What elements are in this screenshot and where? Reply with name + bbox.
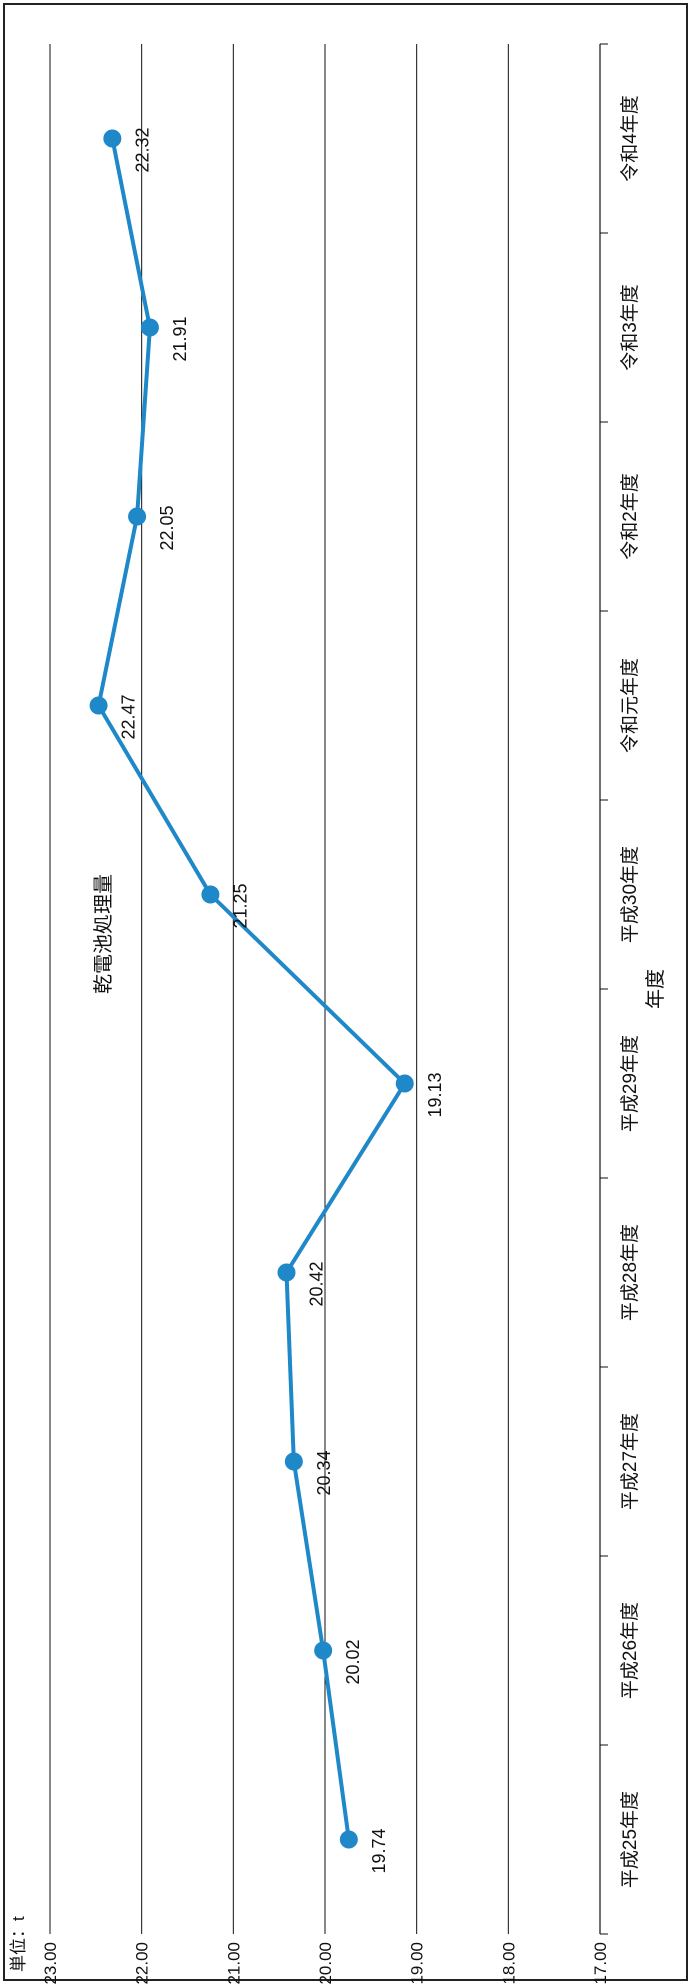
y-tick-label: 20.00 (316, 1942, 335, 1984)
y-tick-label: 23.00 (41, 1942, 60, 1984)
x-tick-label: 平成25年度 (619, 1791, 641, 1888)
data-label: 21.25 (230, 883, 250, 928)
axes: 17.00 18.00 19.00 20.00 21.00 22.00 23.00 平成25年… (41, 43, 641, 1984)
unit-label: 単位：t (9, 1916, 28, 1972)
data-point (89, 696, 108, 715)
data-point (339, 1830, 358, 1849)
data-label: 20.42 (307, 1261, 327, 1306)
series-line-group (89, 129, 414, 1849)
data-label: 22.47 (119, 694, 139, 739)
data-point (140, 318, 159, 337)
data-point (395, 1074, 414, 1093)
x-tick-label: 平成29年度 (619, 1035, 641, 1132)
x-tick-label: 令和4年度 (619, 95, 641, 182)
chart-frame (3, 3, 688, 1981)
data-label: 21.91 (170, 316, 190, 361)
data-label: 19.13 (425, 1072, 445, 1117)
series-line (96, 138, 407, 1840)
y-tick-label: 18.00 (499, 1942, 518, 1984)
data-label: 22.32 (132, 127, 152, 172)
gridlines (49, 44, 509, 1934)
x-tick-label: 平成26年度 (619, 1602, 641, 1699)
x-tick-label: 平成30年度 (619, 846, 641, 943)
x-tick-label: 令和3年度 (619, 284, 641, 371)
data-point (103, 129, 122, 148)
data-point (284, 1452, 303, 1471)
chart-title: 乾電池処理量 (92, 874, 115, 994)
y-tick-label: 17.00 (591, 1942, 610, 1984)
data-point (314, 1641, 333, 1660)
y-tick-label: 21.00 (224, 1942, 243, 1984)
y-tick-label: 19.00 (408, 1942, 427, 1984)
x-tick-label: 平成28年度 (619, 1224, 641, 1321)
data-label: 20.02 (343, 1639, 363, 1684)
data-labels: 19.74 20.02 20.34 20.42 19.13 21.25 22.47 22.05… (119, 127, 445, 1873)
data-label: 19.74 (369, 1828, 389, 1873)
data-point (128, 507, 147, 526)
rotated-chart-group: 17.00 18.00 19.00 20.00 21.00 22.00 23.00 平成25年… (9, 43, 667, 1984)
data-label: 20.34 (314, 1450, 334, 1495)
y-tick-label: 22.00 (133, 1942, 152, 1984)
data-label: 22.05 (157, 505, 177, 550)
x-tick-label: 令和元年度 (619, 658, 641, 753)
x-axis-label: 年度 (644, 969, 667, 1009)
data-point (277, 1263, 296, 1282)
x-tick-label: 令和2年度 (619, 473, 641, 560)
data-point (201, 885, 220, 904)
x-tick-label: 平成27年度 (619, 1413, 641, 1510)
